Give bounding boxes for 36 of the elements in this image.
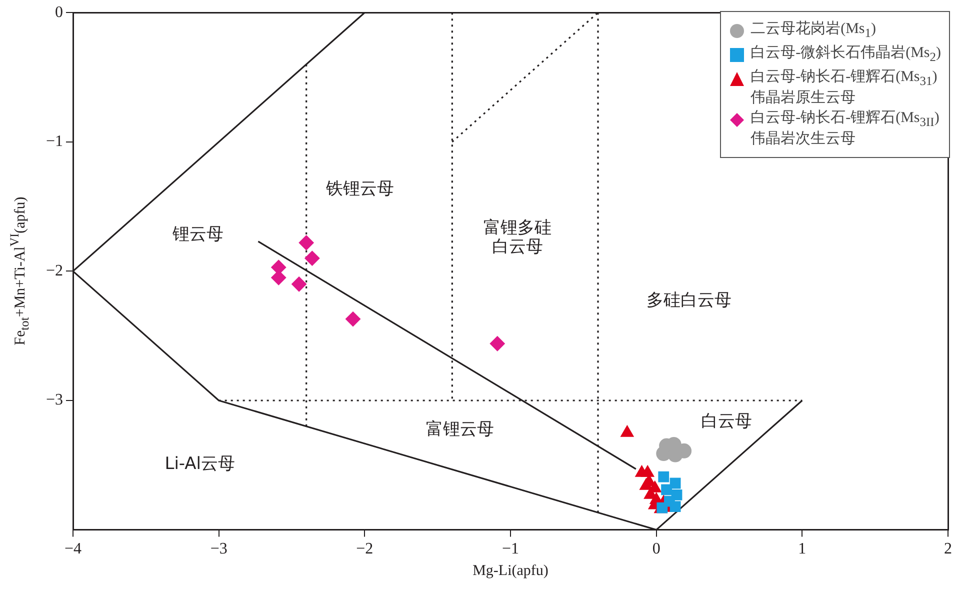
annotation: 富锂多硅 bbox=[484, 218, 552, 238]
annotation: Li-Al云母 bbox=[164, 454, 236, 474]
point bbox=[670, 501, 681, 512]
x-tick-label: −2 bbox=[356, 540, 374, 558]
point bbox=[304, 250, 320, 266]
point bbox=[656, 502, 668, 514]
annotation: 白云母 bbox=[492, 236, 543, 257]
point bbox=[298, 235, 314, 250]
point bbox=[640, 478, 653, 490]
y-tick-label: 0 bbox=[55, 4, 63, 21]
y-tick-label: −3 bbox=[46, 392, 63, 409]
text: 白云母-钠长石-锂辉石(Ms$_{3II}$) 伟晶岩次生云母 bbox=[750, 110, 940, 147]
text: 白云母-钠长石-锂辉石(Ms$_{31}$) 伟晶岩原生云母 bbox=[750, 68, 938, 106]
annotation: 锂云母 bbox=[172, 224, 224, 244]
point bbox=[661, 484, 672, 496]
y-tick-label: −1 bbox=[46, 133, 63, 150]
x-tick-label: 1 bbox=[798, 540, 806, 558]
annotation: 白云母 bbox=[701, 412, 752, 432]
y-tick-label: −2 bbox=[46, 262, 63, 280]
point bbox=[641, 465, 654, 477]
legend-label: 二云母花岗岩(Ms$_{1}$) bbox=[750, 20, 876, 42]
x-axis-title: Mg-Li(apfu) bbox=[472, 562, 548, 580]
annotation: 富锂云母 bbox=[426, 419, 494, 440]
x-tick-label: −4 bbox=[64, 540, 82, 558]
point bbox=[292, 276, 307, 292]
x-tick-label: 0 bbox=[652, 540, 660, 558]
legend-label: 白云母-微斜长石伟晶岩(Ms$_{2}$) bbox=[750, 44, 941, 66]
point bbox=[620, 425, 634, 437]
x-tick-label: 2 bbox=[944, 540, 952, 558]
point bbox=[346, 312, 360, 327]
x-tick-label: −1 bbox=[502, 540, 520, 558]
point bbox=[490, 336, 505, 352]
point bbox=[658, 471, 670, 482]
annotation: 铁锂云母 bbox=[325, 178, 394, 199]
annotation: 多硅白云母 bbox=[646, 290, 732, 311]
x-tick-label: −3 bbox=[210, 540, 228, 558]
